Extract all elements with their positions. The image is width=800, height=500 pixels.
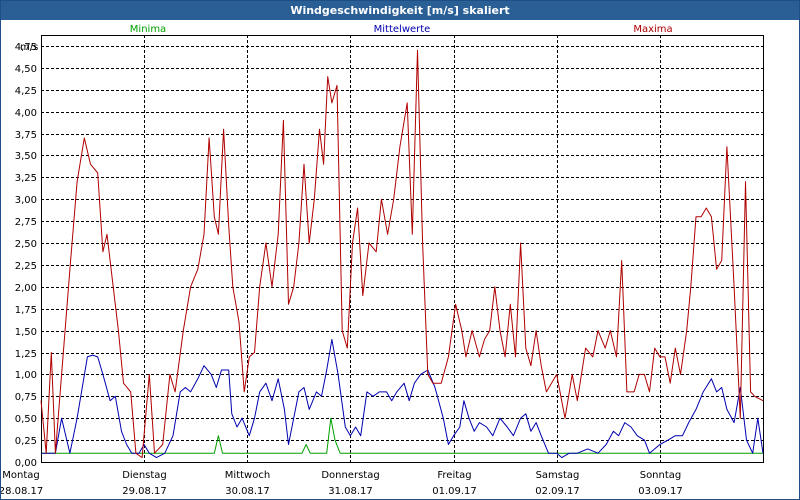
y-tick-label: 3,75 [15,130,37,141]
x-tick-day-label: Sonntag [640,470,682,481]
x-tick-day-label: Montag [2,470,39,481]
y-tick-label: 4,75 [15,42,37,53]
x-tick-day-label: Dienstag [122,470,167,481]
legend-item-minima: Minima [130,24,166,35]
y-tick-label: 2,75 [15,217,37,228]
y-tick-label: 3,50 [15,151,37,162]
x-tick-date-label: 31.08.17 [328,486,373,497]
y-tick-label: 2,50 [15,239,37,250]
y-tick-label: 1,75 [15,305,37,316]
legend-item-mittelwerte: Mittelwerte [374,24,431,35]
x-tick-day-label: Mittwoch [225,470,270,481]
y-tick-label: 0,00 [15,458,37,469]
plot-frame [41,35,764,463]
x-tick-date-label: 28.08.17 [1,486,43,497]
grid-lines [41,35,763,462]
y-tick-label: 4,50 [15,64,37,75]
legend-item-maxima: Maxima [633,24,672,35]
y-tick-label: 0,50 [15,414,37,425]
y-tick-label: 3,25 [15,173,37,184]
y-tick-label: 2,25 [15,261,37,272]
x-tick-date-label: 03.09.17 [638,486,683,497]
series-line-minima [41,417,763,454]
x-tick-date-label: 02.09.17 [535,486,580,497]
y-tick-label: 2,00 [15,283,37,294]
y-tick-label: 1,00 [15,370,37,381]
legend: Minima Mittelwerte Maxima [130,24,673,35]
x-tick-day-label: Donnerstag [321,470,379,481]
y-tick-label: 4,25 [15,86,37,97]
x-tick-day-label: Samstag [536,470,580,481]
y-tick-label: 4,00 [15,108,37,119]
x-tick-date-label: 01.09.17 [432,486,477,497]
y-tick-label: 0,75 [15,392,37,403]
series-line-maxima [40,49,764,459]
series-line-mittelwerte [41,338,764,459]
y-axis-unit-label: m/s [20,42,38,53]
x-tick-date-label: 30.08.17 [225,486,270,497]
x-tick-date-label: 29.08.17 [122,486,167,497]
wind-speed-chart: 0,00 0,25 0,50 0,75 1,00 1,25 1,50 1,75 2,00 2,25… [1,24,764,497]
y-tick-label: 0,25 [15,436,37,447]
tick-labels: 0,00 0,25 0,50 0,75 1,00 1,25 1,50 1,75 2,00 2,25… [1,42,683,497]
series-lines [40,49,764,459]
y-tick-label: 1,50 [15,327,37,338]
chart-title: Windgeschwindigkeit [m/s] skaliert [1,1,799,20]
y-tick-label: 3,00 [15,195,37,206]
x-tick-day-label: Freitag [437,470,471,481]
y-tick-label: 1,25 [15,349,37,360]
